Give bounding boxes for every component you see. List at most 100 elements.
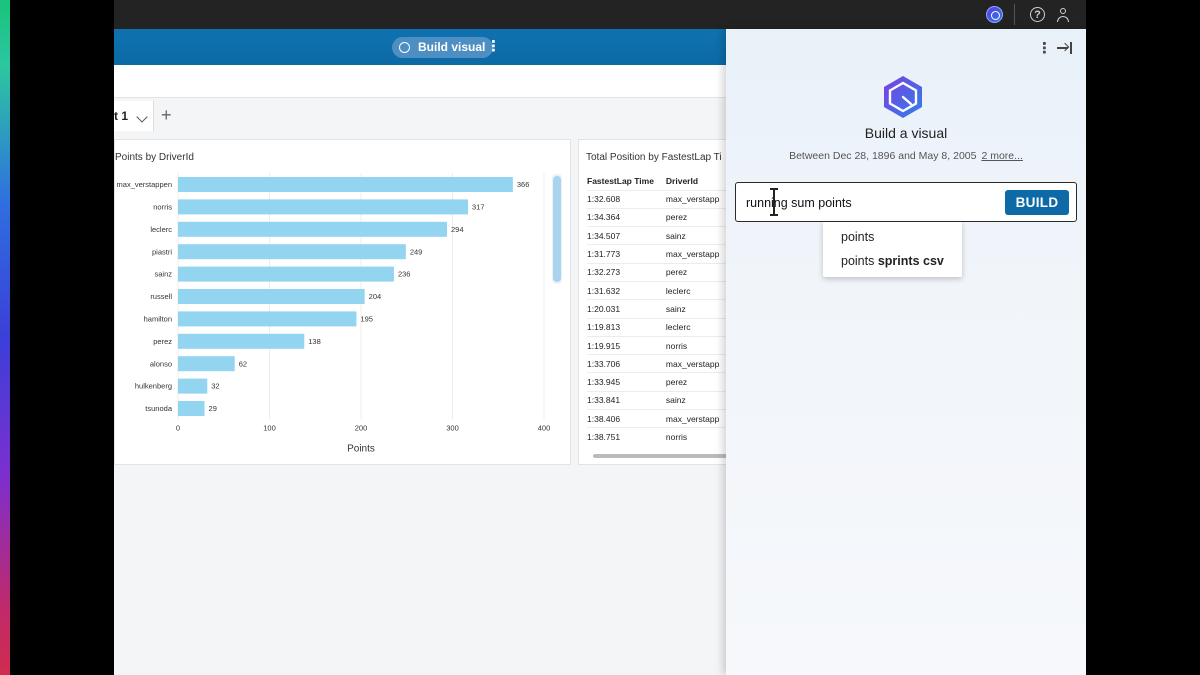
build-button[interactable]: BUILD (1005, 190, 1069, 215)
bar-chart-visual[interactable]: Points by DriverId max_verstappen 366 norr… (114, 139, 571, 465)
suggestion-item[interactable]: points sprints csv (841, 254, 944, 268)
table-cell: leclerc (665, 317, 732, 337)
more-datasets-link[interactable]: 2 more... (981, 150, 1023, 162)
bar[interactable] (178, 199, 469, 215)
analysis-toolbar: Build visual ⋮ (114, 29, 726, 65)
table-cell: norris (665, 335, 732, 355)
bar[interactable] (178, 289, 365, 304)
table-row[interactable]: 1:20.031 sainz (587, 299, 732, 319)
table-row[interactable]: 1:34.364 perez (587, 207, 732, 227)
q-build-icon (399, 42, 410, 53)
table-row[interactable]: 1:38.751 norris (587, 427, 732, 447)
bar[interactable] (178, 356, 235, 372)
user-icon[interactable] (1056, 8, 1070, 22)
suggestion-item[interactable]: points (841, 230, 874, 244)
x-axis-title: Points (347, 443, 375, 454)
suggestion-match-text: sprints csv (877, 254, 944, 268)
scrollbar-thumb[interactable] (553, 176, 561, 282)
text-cursor-icon (770, 188, 778, 216)
sheet-tab-bar: t 1 + (114, 98, 726, 134)
table-cell: sainz (665, 390, 732, 410)
bar-chart-svg: max_verstappen 366 norris 317 leclerc 294 pias… (117, 173, 550, 454)
table-cell: max_verstapp (665, 354, 732, 373)
category-label: max_verstappen (117, 180, 172, 189)
column-header[interactable]: FastestLap Time (587, 175, 654, 186)
table-row[interactable]: 1:33.841 sainz (587, 390, 732, 410)
table-cell: sainz (665, 299, 732, 319)
table-row[interactable]: 1:19.813 leclerc (587, 317, 732, 337)
sheet-tab[interactable]: t 1 (114, 101, 154, 131)
table-cell: 1:33.945 (587, 372, 666, 392)
date-range-text: Between Dec 28, 1896 and May 8, 2005 (789, 150, 977, 162)
bar-chart-title: Points by DriverId (115, 152, 194, 163)
q-assistant-icon[interactable] (986, 6, 1003, 23)
table-row[interactable]: 1:32.608 max_verstapp (587, 189, 732, 209)
build-visual-panel: ⋮ Build a visual Between Dec 28, 1896 an… (726, 29, 1086, 675)
column-header[interactable]: DriverId (665, 175, 699, 186)
table-cell: leclerc (665, 280, 732, 300)
x-tick-label: 100 (263, 423, 276, 432)
build-visual-button[interactable]: Build visual (392, 37, 494, 58)
category-label: piastri (152, 247, 172, 256)
table-cell: 1:20.031 (587, 299, 666, 319)
value-label: 138 (308, 337, 321, 346)
prompt-input[interactable] (746, 192, 996, 214)
bar[interactable] (178, 311, 357, 327)
add-sheet-icon[interactable]: + (161, 105, 172, 125)
value-label: 62 (239, 359, 247, 368)
value-label: 195 (360, 315, 373, 324)
bar[interactable] (178, 401, 205, 416)
category-label: leclerc (150, 225, 172, 234)
category-label: perez (153, 337, 172, 346)
chart-vertical-scrollbar[interactable] (552, 174, 562, 284)
bar[interactable] (178, 378, 208, 394)
help-icon[interactable]: ? (1030, 7, 1045, 22)
table-cell: 1:32.273 (587, 262, 666, 282)
table-row[interactable]: 1:32.273 perez (587, 262, 732, 282)
bar[interactable] (178, 221, 448, 237)
table-chart-title: Total Position by FastestLap Ti (586, 152, 722, 163)
bar[interactable] (178, 266, 394, 282)
table-cell: perez (665, 372, 732, 392)
build-visual-label: Build visual (418, 40, 486, 54)
table-cell: sainz (665, 226, 732, 245)
table-horizontal-scrollbar[interactable] (593, 454, 737, 458)
bar[interactable] (178, 333, 305, 349)
table-cell: 1:31.773 (587, 244, 666, 264)
data-table: FastestLap Time DriverId 1:32.608 max_ver… (587, 172, 732, 447)
top-bar-divider (1014, 4, 1015, 25)
table-row[interactable]: 1:34.507 sainz (587, 226, 732, 245)
table-cell: 1:33.706 (587, 354, 666, 373)
x-tick-label: 200 (355, 423, 368, 432)
toolbar-more-icon[interactable]: ⋮ (486, 38, 501, 55)
chevron-down-icon[interactable] (136, 111, 148, 123)
table-row[interactable]: 1:31.773 max_verstapp (587, 244, 732, 264)
table-visual[interactable]: Total Position by FastestLap Ti FastestL… (578, 139, 738, 465)
table-row[interactable]: 1:33.706 max_verstapp (587, 354, 732, 373)
category-label: alonso (150, 359, 172, 368)
value-label: 249 (410, 247, 423, 256)
table-row[interactable]: 1:38.406 max_verstapp (587, 409, 732, 428)
table-row[interactable]: 1:31.632 leclerc (587, 280, 732, 300)
collapse-panel-icon[interactable] (1057, 41, 1073, 55)
table-cell: 1:19.813 (587, 317, 666, 337)
table-cell: 1:34.364 (587, 207, 666, 227)
table-cell: 1:38.406 (587, 409, 666, 428)
category-label: sainz (154, 270, 172, 279)
table-cell: norris (665, 427, 732, 447)
table-cell: max_verstapp (665, 244, 732, 264)
category-label: hulkenberg (135, 382, 172, 391)
bar[interactable] (178, 177, 513, 192)
bar[interactable] (178, 244, 406, 260)
value-label: 29 (209, 404, 217, 413)
panel-more-icon[interactable]: ⋮ (1037, 40, 1052, 57)
table-cell: perez (665, 262, 732, 282)
value-label: 32 (211, 382, 219, 391)
quicksight-app: ? Build visual ⋮ t 1 + Points by DriverI… (114, 0, 1086, 675)
dataset-date-range: Between Dec 28, 1896 and May 8, 2005 2 mo… (726, 150, 1086, 162)
table-row[interactable]: 1:19.915 norris (587, 335, 732, 355)
table-cell: 1:33.841 (587, 390, 666, 410)
table-cell: 1:38.751 (587, 427, 666, 447)
x-tick-label: 300 (446, 423, 459, 432)
table-row[interactable]: 1:33.945 perez (587, 372, 732, 392)
